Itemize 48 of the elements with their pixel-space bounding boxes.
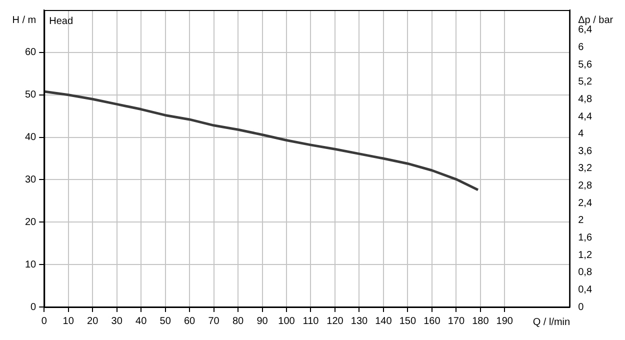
y-tick-label: 20 (25, 216, 37, 228)
x-tick-label: 80 (232, 316, 244, 327)
x-tick-label: 140 (375, 316, 392, 327)
y2-tick-label: 4,4 (578, 111, 592, 122)
x-tick-label: 190 (496, 316, 514, 327)
y-tick-label: 50 (25, 90, 37, 101)
y2-tick-label: 0 (578, 302, 584, 313)
y2-tick-label: 1,6 (578, 232, 592, 244)
x-tick-label: 180 (472, 316, 490, 327)
y2-tick-label: 4 (578, 128, 584, 140)
x-tick-label: 30 (111, 316, 123, 327)
y2-axis-title: Δp / bar (578, 14, 614, 26)
x-tick-label: 110 (302, 316, 320, 327)
y-tick-label: 30 (25, 174, 37, 186)
y-tick-label: 10 (25, 259, 37, 270)
y-tick-label: 60 (25, 47, 37, 58)
x-tick-label: 160 (424, 316, 441, 327)
y2-tick-label: 1,2 (578, 250, 592, 261)
x-tick-label: 60 (184, 316, 196, 327)
x-axis-title: Q / l/min (532, 316, 570, 328)
x-tick-label: 20 (87, 316, 99, 327)
x-tick-label: 0 (41, 316, 48, 327)
x-tick-label: 170 (448, 316, 465, 327)
y2-tick-label: 0,8 (578, 267, 592, 278)
x-tick-label: 90 (256, 316, 268, 327)
x-tick-label: 70 (208, 316, 220, 327)
y2-tick-label: 4,8 (578, 94, 592, 105)
x-tick-label: 100 (278, 316, 296, 327)
y2-tick-label: 2,4 (578, 198, 592, 209)
y2-tick-label: 6,4 (578, 24, 592, 36)
y-axis-title: H / m (12, 14, 36, 26)
x-tick-label: 40 (136, 316, 148, 327)
y-tick-label: 40 (25, 132, 37, 144)
y2-tick-label: 5,2 (578, 76, 592, 88)
x-tick-label: 120 (326, 316, 344, 327)
y2-tick-label: 5,6 (578, 59, 592, 70)
x-tick-label: 50 (160, 316, 172, 327)
y2-tick-label: 2,8 (578, 180, 592, 192)
y2-tick-label: 6 (578, 42, 584, 53)
text: Head (49, 16, 74, 27)
y2-tick-label: 3,6 (578, 146, 592, 157)
y2-tick-label: 3,2 (578, 163, 592, 174)
y2-tick-label: 0,4 (578, 284, 592, 296)
x-tick-label: 130 (350, 316, 368, 327)
y-tick-label: 0 (30, 302, 37, 313)
y2-tick-label: 2 (578, 215, 584, 226)
x-tick-label: 10 (62, 316, 74, 327)
x-tick-label: 150 (399, 316, 416, 327)
